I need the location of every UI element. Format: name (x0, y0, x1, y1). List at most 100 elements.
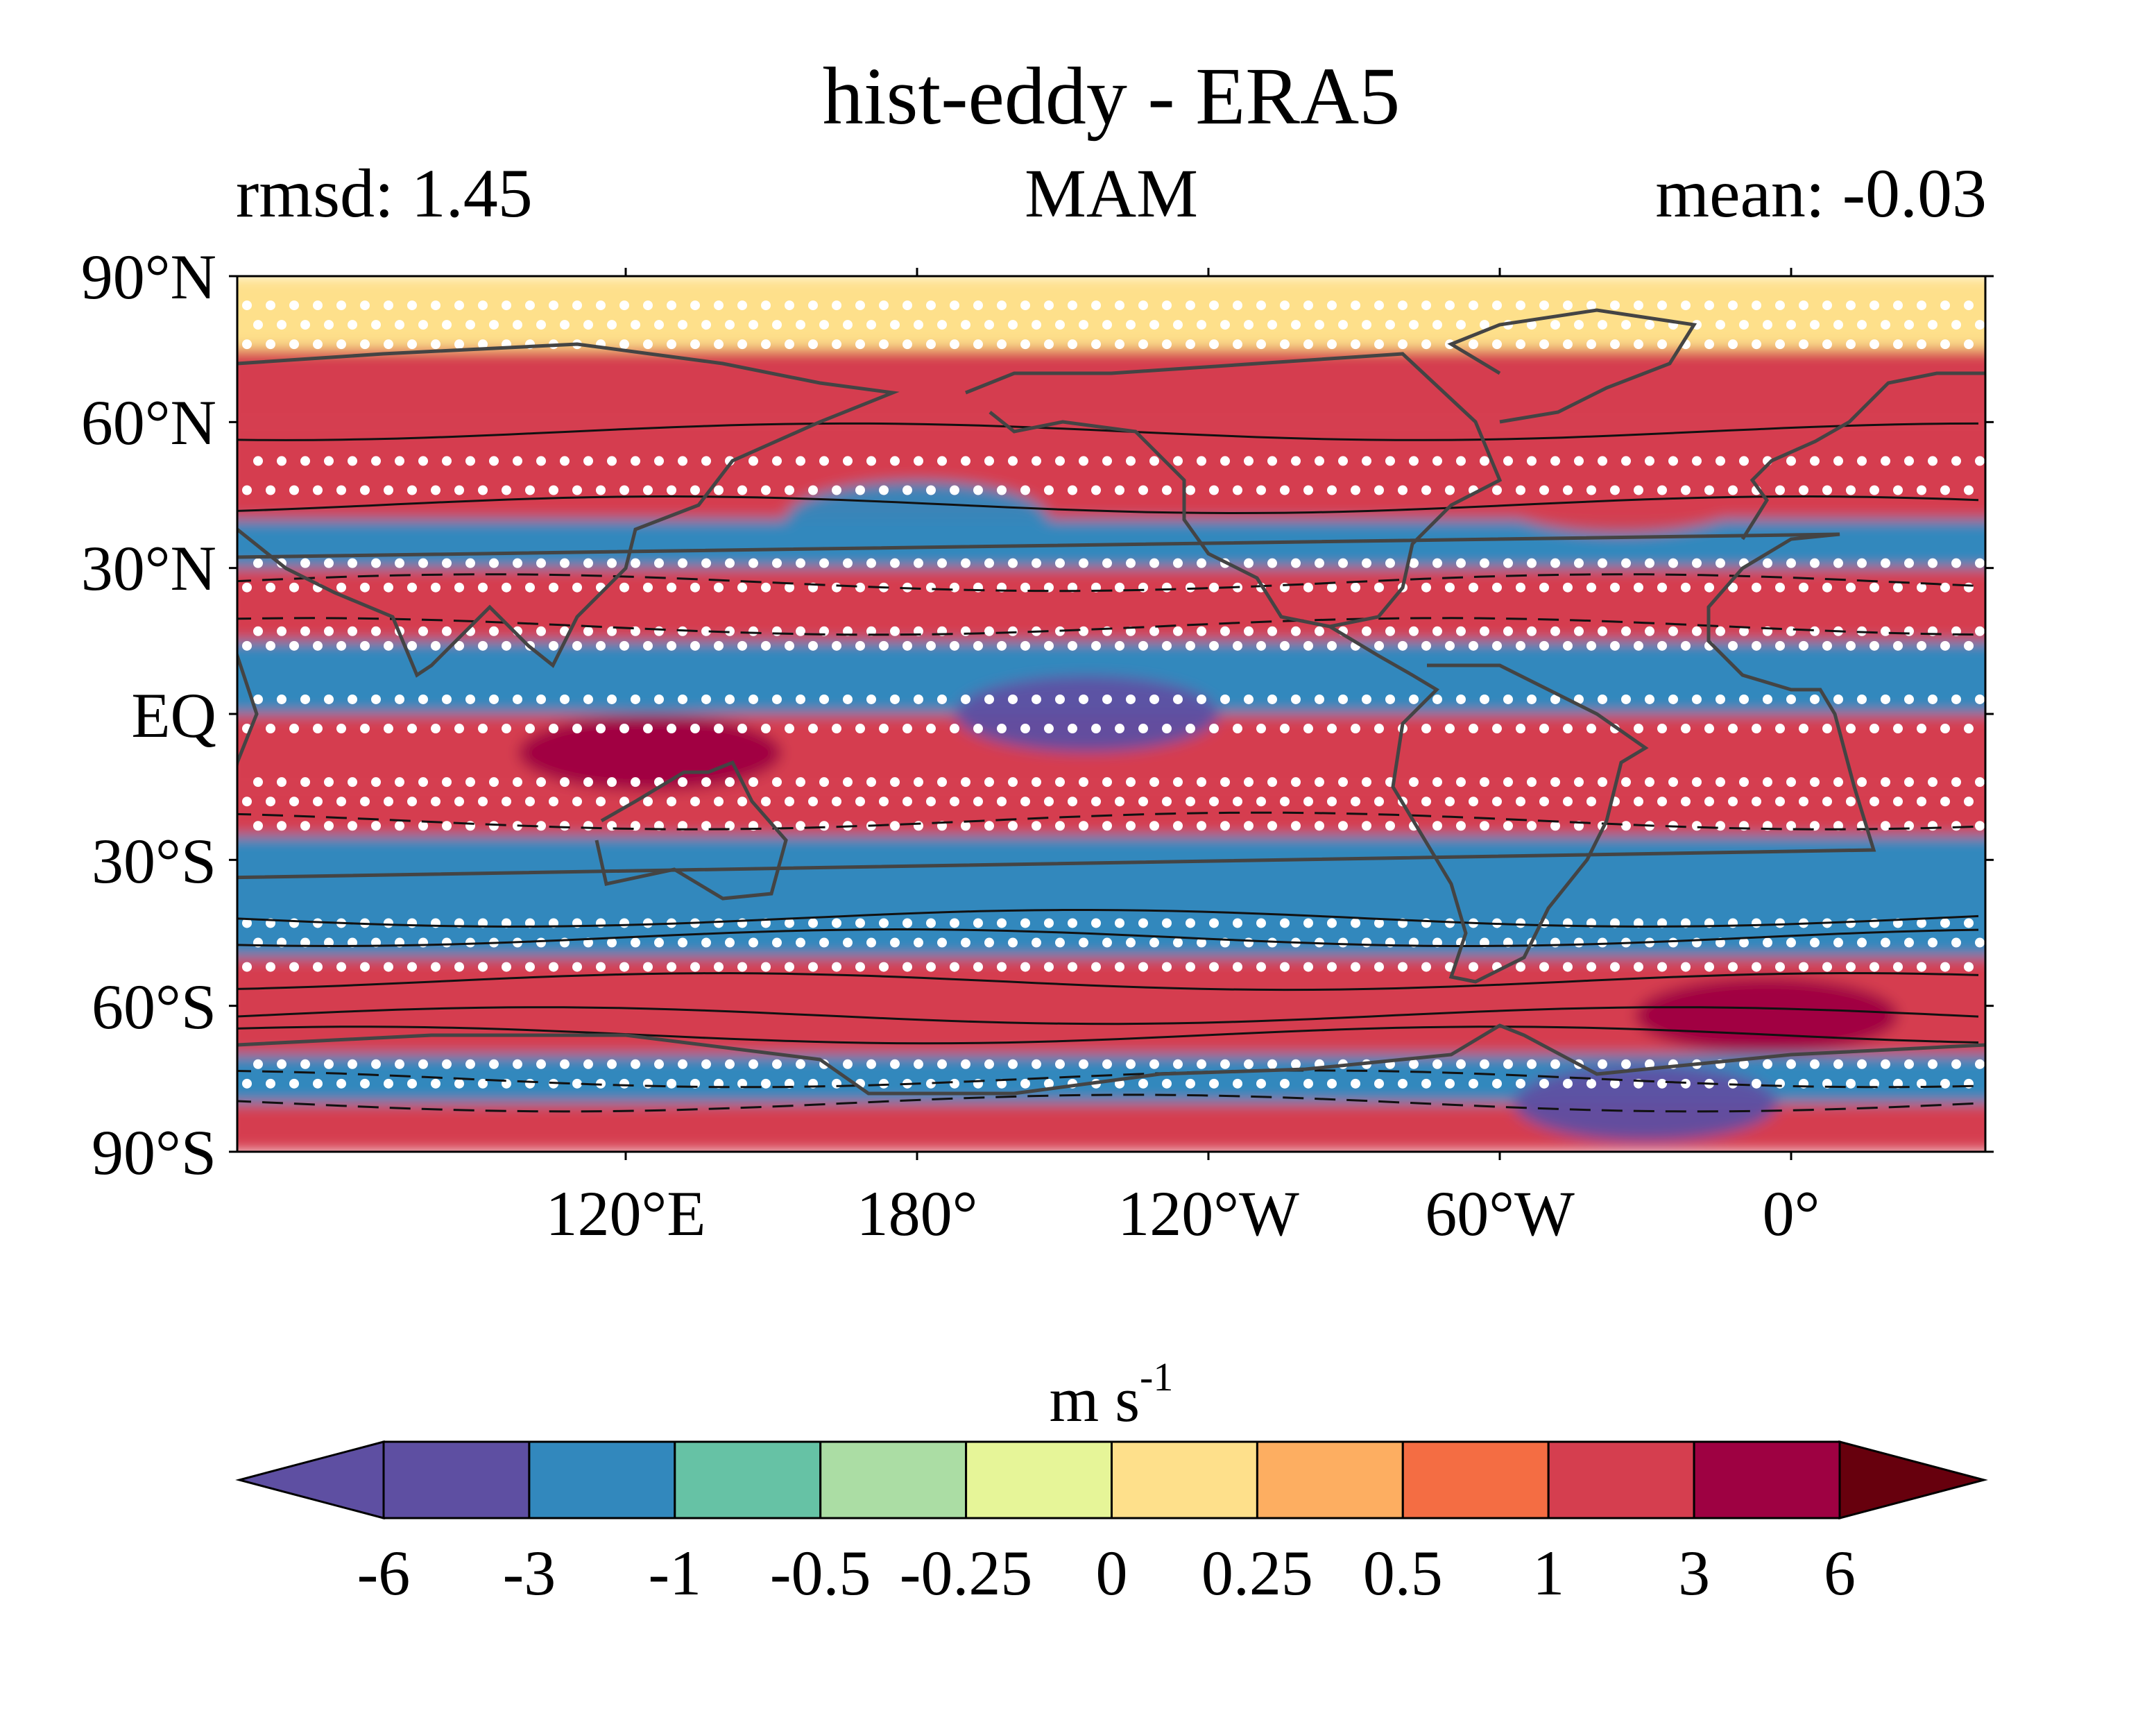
stipple-dot (1126, 694, 1136, 704)
stipple-dot (879, 300, 889, 311)
stipple-dot (1385, 821, 1395, 831)
stipple-dot (1563, 339, 1573, 350)
stipple-dot (1044, 797, 1054, 807)
stipple-dot (1398, 300, 1408, 311)
stipple-dot (1421, 797, 1431, 807)
stipple-dot (1799, 640, 1808, 651)
stipple-dot (1503, 821, 1513, 831)
stipple-dot (384, 640, 393, 651)
stipple-dot (1079, 558, 1088, 568)
stipple-dot (748, 320, 758, 330)
stipple-dot (961, 320, 970, 330)
stipple-dot (785, 582, 794, 593)
stipple-dot (1846, 962, 1856, 972)
stipple-dot (478, 485, 488, 495)
stipple-dot (313, 797, 323, 807)
stipple-dot (1563, 797, 1573, 807)
stipple-dot (277, 320, 286, 330)
stipple-dot (1115, 300, 1124, 311)
stipple-dot (1032, 558, 1041, 568)
stipple-dot (1503, 694, 1513, 704)
stipple-dot (950, 962, 959, 972)
stipple-dot (1716, 694, 1725, 704)
stipple-dot (1574, 777, 1584, 787)
stipple-dot (619, 300, 629, 311)
stipple-dot (950, 485, 959, 495)
stipple-dot (465, 558, 475, 568)
stipple-dot (1692, 626, 1702, 636)
stipple-dot (1964, 582, 1974, 593)
stipple-dot (1586, 300, 1596, 311)
stipple-dot (525, 300, 535, 311)
stipple-dot (1516, 582, 1525, 593)
stipple-dot (997, 640, 1007, 651)
stipple-dot (1775, 640, 1785, 651)
stipple-dot (1315, 821, 1324, 831)
stipple-dot (1138, 300, 1148, 311)
stipple-dot (1610, 300, 1620, 311)
stipple-dot (643, 339, 653, 350)
stipple-dot (1668, 456, 1678, 466)
stipple-dot (1362, 694, 1371, 704)
stipple-dot (761, 582, 771, 593)
stipple-dot (253, 1059, 263, 1069)
colorbar-segments (382, 1440, 1841, 1519)
stipple-dot (1338, 320, 1348, 330)
stipple-dot (1374, 797, 1384, 807)
stipple-dot (1256, 300, 1266, 311)
stipple-dot (678, 320, 687, 330)
stipple-dot (819, 821, 829, 831)
stipple-dot (772, 626, 782, 636)
stipple-dot (1621, 320, 1631, 330)
stipple-dot (1716, 320, 1725, 330)
stipple-dot (678, 694, 687, 704)
stipple-dot (1138, 640, 1148, 651)
lat-label-60n: 60°N (81, 387, 216, 458)
stipple-dot (1586, 1078, 1596, 1089)
stipple-dot (1351, 962, 1360, 972)
stipple-dot (667, 300, 676, 311)
stipple-dot (1480, 558, 1489, 568)
colorbar-segment (965, 1440, 1113, 1519)
stipple-dot (384, 797, 393, 807)
stipple-dot (855, 485, 865, 495)
stipple-dot (619, 797, 629, 807)
stipple-dot (701, 1059, 711, 1069)
stipple-dot (313, 724, 323, 734)
stipple-dot (1799, 962, 1808, 972)
stipple-dot (324, 626, 334, 636)
stipple-dot (785, 962, 794, 972)
stipple-dot (950, 640, 959, 651)
stipple-dot (478, 339, 488, 350)
stipple-dot (1574, 558, 1584, 568)
stipple-dot (1351, 918, 1360, 928)
stipple-dot (1598, 456, 1607, 466)
colorbar-segment (1693, 1440, 1841, 1519)
stipple-dot (1610, 485, 1620, 495)
stipple-dot (1256, 797, 1266, 807)
stipple-dot (1445, 724, 1455, 734)
stipple-dot (1563, 962, 1573, 972)
stipple-dot (631, 1059, 640, 1069)
stipple-dot (1008, 821, 1018, 831)
stipple-dot (1550, 777, 1560, 787)
stipple-dot (1315, 626, 1324, 636)
stipple-dot (1374, 724, 1384, 734)
stipple-dot (1197, 626, 1206, 636)
stipple-dot (855, 339, 865, 350)
stipple-dot (1162, 918, 1172, 928)
stipple-dot (324, 821, 334, 831)
stipple-dot (690, 485, 700, 495)
stipple-dot (536, 694, 546, 704)
stipple-dot (1810, 558, 1820, 568)
stipple-dot (1055, 937, 1065, 948)
stipple-dot (1351, 582, 1360, 593)
stipple-dot (1126, 320, 1136, 330)
stipple-dot (1940, 962, 1950, 972)
stipple-dot (1492, 797, 1502, 807)
stipple-dot (1173, 821, 1183, 831)
stippling (242, 300, 1985, 1089)
colorbar-tick-labels: -6 -3 -1 -0.5 -0.25 0 0.25 0.5 1 3 6 (357, 1538, 1856, 1608)
stipple-dot (1881, 777, 1890, 787)
stipple-dot (1280, 962, 1290, 972)
